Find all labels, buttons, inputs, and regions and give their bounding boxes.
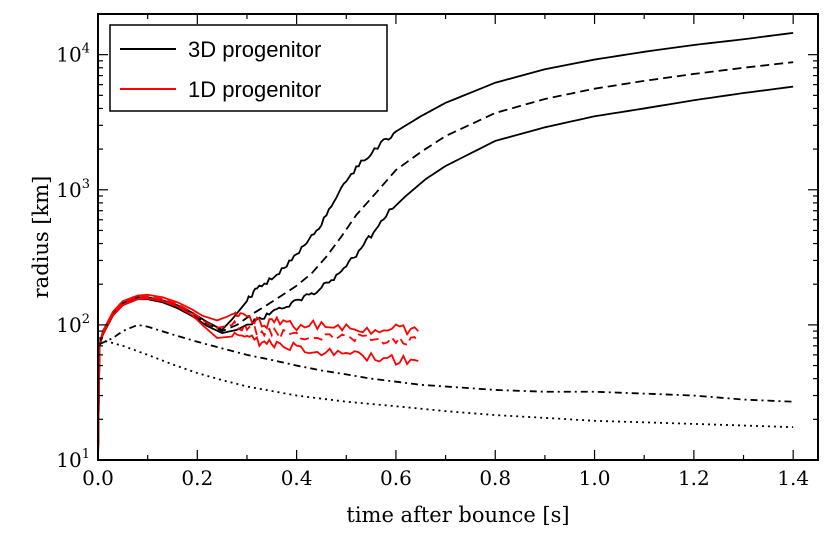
y-tick-label: 102	[56, 312, 90, 337]
y-tick-label: 101	[56, 447, 90, 472]
legend-label-1d: 1D progenitor	[188, 77, 321, 102]
x-tick-label: 0.0	[82, 466, 114, 490]
series-line-5	[97, 297, 419, 461]
y-tick-label: 104	[56, 42, 90, 67]
x-tick-label: 1.4	[777, 466, 809, 490]
x-axis-label: time after bounce [s]	[346, 503, 569, 527]
x-tick-label: 1.2	[678, 466, 710, 490]
series-layer	[97, 31, 794, 461]
x-tick-label: 0.8	[479, 466, 511, 490]
x-tick-label: 0.6	[380, 466, 412, 490]
series-line-6	[99, 323, 794, 403]
x-tick-label: 0.4	[281, 466, 313, 490]
series-line-1	[97, 61, 794, 461]
ticks-layer: 0.0 0.2 0.4 0.6 0.8 1.0 1.2 1.4 101 102 103 104	[56, 13, 818, 490]
x-tick-label: 1.0	[579, 466, 611, 490]
x-tick-label: 0.2	[181, 466, 213, 490]
y-tick-label: 103	[56, 177, 90, 202]
plot-frame	[97, 13, 819, 461]
series-line-4	[97, 295, 419, 461]
y-axis-label: radius [km]	[29, 176, 53, 299]
legend-box	[109, 24, 388, 112]
series-line-2	[97, 85, 794, 461]
legend-label-3d: 3D progenitor	[188, 37, 321, 62]
series-line-3	[97, 293, 419, 461]
series-line-7	[99, 338, 794, 429]
legend: 3D progenitor 1D progenitor	[109, 24, 388, 112]
